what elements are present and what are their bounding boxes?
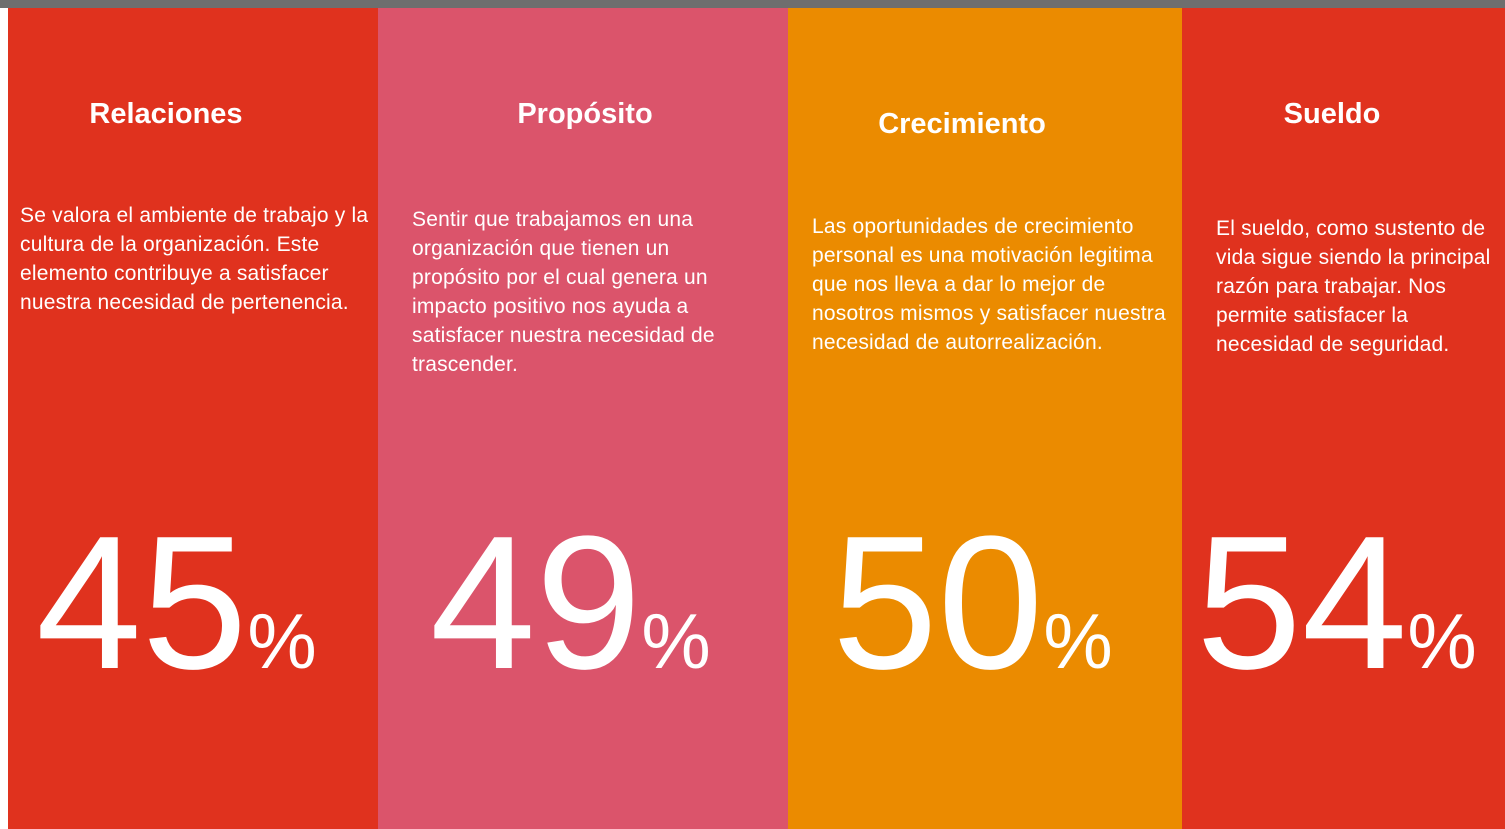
column-title: Propósito bbox=[517, 98, 653, 130]
unit: % bbox=[247, 597, 317, 685]
percentage: 49% bbox=[430, 508, 711, 736]
unit: % bbox=[1043, 597, 1113, 685]
percentage: 45% bbox=[36, 508, 317, 736]
percentage: 50% bbox=[832, 508, 1113, 736]
column: Relaciones Se valora el ambiente de trab… bbox=[8, 8, 378, 829]
unit: % bbox=[641, 597, 711, 685]
column: Crecimiento Las oportunidades de crecimi… bbox=[788, 8, 1182, 829]
top-bar bbox=[0, 0, 1505, 8]
value: 54 bbox=[1196, 497, 1408, 709]
value: 50 bbox=[832, 497, 1044, 709]
column-title: Relaciones bbox=[89, 98, 243, 130]
unit: % bbox=[1407, 597, 1477, 685]
column-text: El sueldo, como sustento de vida sigue s… bbox=[1216, 217, 1491, 356]
value: 49 bbox=[430, 497, 642, 709]
percentage: 54% bbox=[1196, 508, 1477, 736]
column-title: Sueldo bbox=[1283, 98, 1381, 130]
column-title: Crecimiento bbox=[878, 108, 1046, 140]
column-text: Las oportunidades de crecimiento persona… bbox=[812, 215, 1166, 354]
column: Sueldo El sueldo, como sustento de vida … bbox=[1182, 8, 1505, 829]
column: Propósito Sentir que trabajamos en una o… bbox=[378, 8, 788, 829]
column-text: Se valora el ambiente de trabajo y la cu… bbox=[20, 204, 369, 314]
value: 45 bbox=[36, 497, 248, 709]
column-text: Sentir que trabajamos en una organizació… bbox=[412, 208, 715, 376]
